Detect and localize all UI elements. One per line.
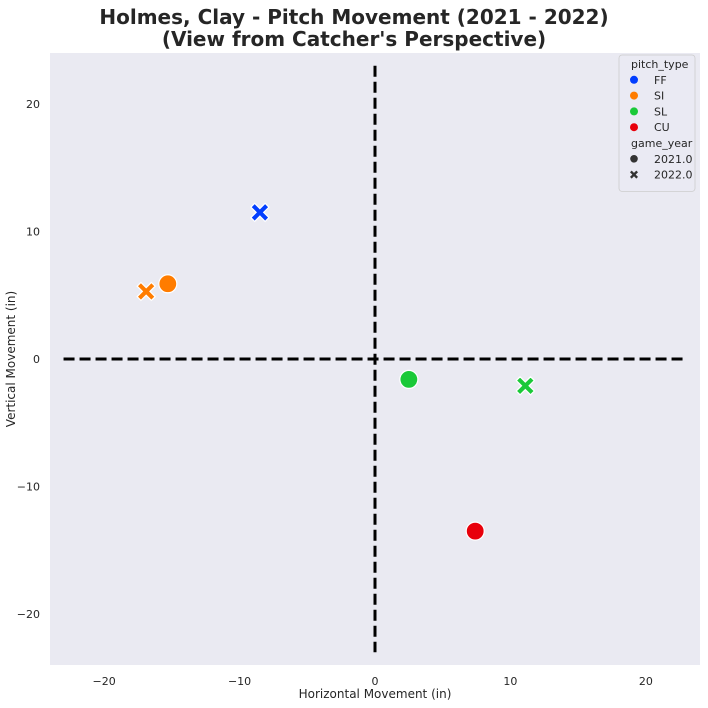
y-tick-label: −10 [17, 481, 40, 494]
legend-box [618, 54, 696, 192]
x-tick-label: −10 [228, 675, 251, 688]
x-tick-label: 10 [503, 675, 517, 688]
data-points [136, 202, 536, 541]
y-tick-label: 10 [26, 226, 40, 239]
x-tick-label: 20 [639, 675, 653, 688]
y-axis-ticks: −20 −10 0 10 20 [17, 98, 40, 621]
legend-style-title: game_year [631, 137, 693, 150]
legend-marker-si [630, 91, 638, 100]
legend-label-cu: CU [654, 121, 670, 134]
point-si-2021 [158, 274, 178, 294]
chart-title: Holmes, Clay - Pitch Movement (2021 - 20… [99, 5, 609, 29]
x-axis-ticks: −20 −10 0 10 20 [93, 675, 653, 688]
y-tick-label: −20 [17, 608, 40, 621]
point-ff-2022 [250, 202, 270, 223]
x-tick-label: 0 [372, 675, 379, 688]
legend-marker-ff [630, 75, 638, 84]
x-axis-label: Horizontal Movement (in) [299, 687, 452, 701]
legend-hue-title: pitch_type [631, 58, 689, 71]
legend-label-si: SI [654, 90, 664, 103]
y-axis-label: Vertical Movement (in) [4, 291, 18, 427]
y-tick-label: 0 [33, 353, 40, 366]
x-tick-label: −20 [93, 675, 116, 688]
chart-subtitle: (View from Catcher's Perspective) [161, 27, 547, 51]
y-tick-label: 20 [26, 98, 40, 111]
legend-marker-2021 [630, 155, 638, 163]
legend-label-sl: SL [654, 105, 668, 118]
legend-marker-2022 [630, 170, 638, 179]
point-sl-2022 [515, 375, 536, 396]
reference-lines [63, 65, 687, 653]
legend: pitch_type FF SI SL CU game_year 2021.0 2022.0 [618, 54, 696, 192]
legend-label-ff: FF [654, 74, 667, 87]
legend-marker-cu [630, 123, 638, 132]
legend-marker-sl [630, 107, 638, 116]
legend-label-2022: 2022.0 [654, 169, 693, 182]
legend-label-2021: 2021.0 [654, 153, 693, 166]
point-cu-2021 [465, 521, 485, 541]
point-sl-2021 [399, 369, 419, 389]
point-si-2022 [136, 281, 156, 302]
